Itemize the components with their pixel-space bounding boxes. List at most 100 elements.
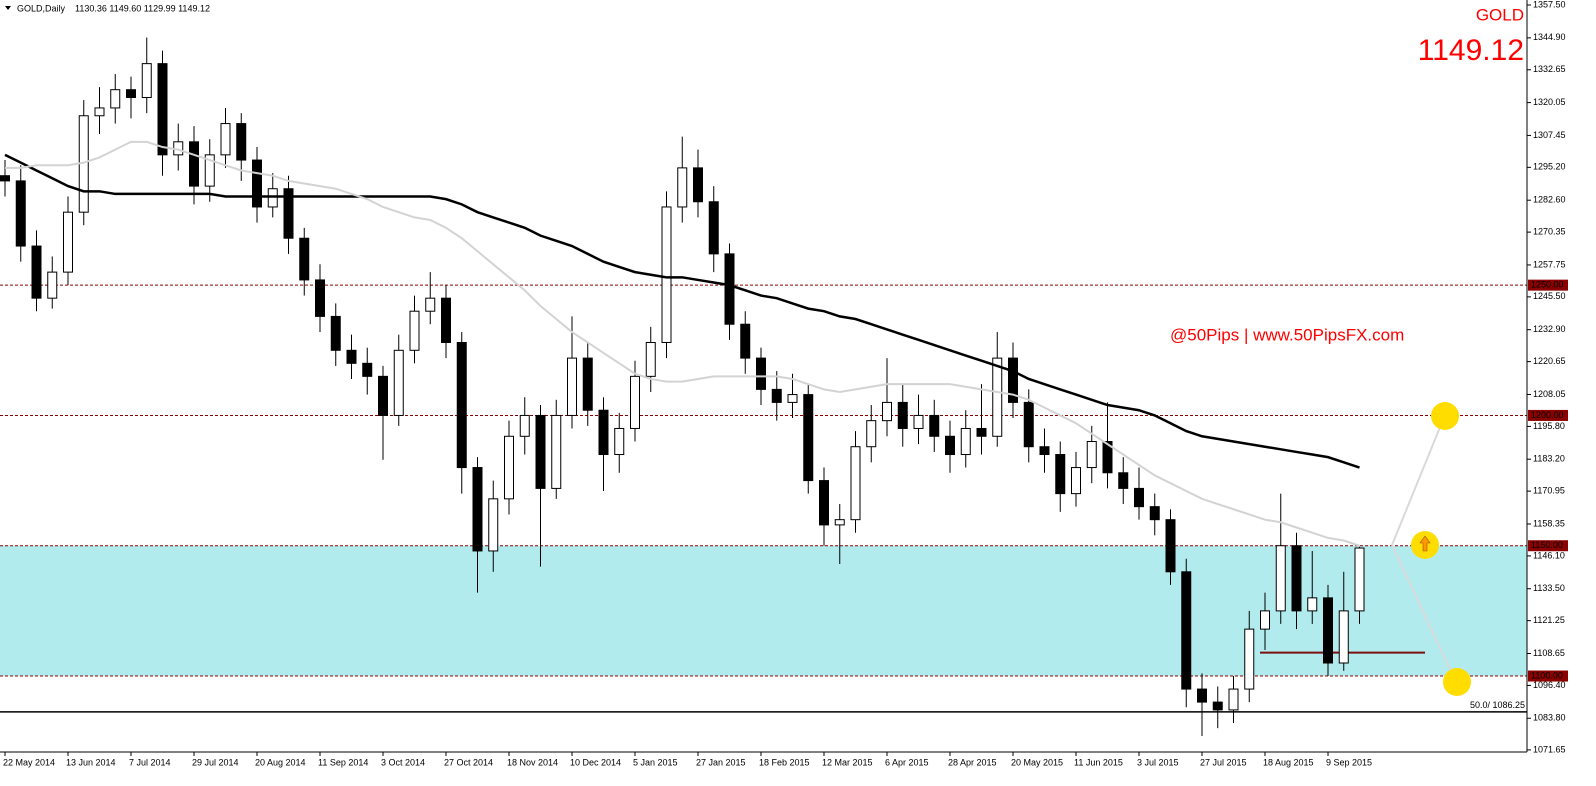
candle-body	[1354, 547, 1365, 612]
candle-body	[441, 297, 451, 343]
candle-body	[1291, 545, 1302, 612]
candle-body	[220, 123, 231, 156]
candle-body	[1071, 467, 1081, 495]
candle-body	[0, 175, 10, 182]
candle-body	[393, 349, 404, 416]
candle-body	[803, 394, 814, 482]
candle-body	[346, 349, 357, 364]
y-tick-label: 1344.90	[1533, 32, 1566, 42]
candle-body	[866, 420, 877, 448]
fib-label: 50.0/ 1086.25	[1470, 700, 1525, 710]
candle-body	[913, 414, 924, 429]
candle-body	[519, 414, 530, 437]
x-tick-label: 27 Jan 2015	[696, 757, 746, 767]
y-tick-label: 1108.65	[1533, 648, 1565, 658]
zone-layer	[0, 545, 1527, 677]
candle-body	[598, 409, 609, 456]
candle-body	[1212, 701, 1223, 711]
candle-body	[141, 63, 152, 99]
candle-body	[504, 435, 514, 500]
projection-line	[1391, 414, 1446, 546]
candle-body	[693, 167, 703, 203]
menu-arrow[interactable]	[5, 6, 11, 10]
x-tick-label: 28 Apr 2015	[948, 757, 997, 767]
candle-body	[1118, 472, 1129, 489]
x-tick-label: 29 Jul 2014	[192, 757, 239, 767]
projection-line	[1391, 544, 1456, 681]
x-tick-label: 10 Dec 2014	[570, 757, 621, 767]
moving-average	[4, 153, 1360, 469]
x-tick-label: 27 Oct 2014	[444, 757, 493, 767]
projection	[1391, 402, 1471, 696]
candle-body	[472, 467, 483, 552]
candle-body	[267, 188, 278, 208]
candle-body	[945, 435, 955, 456]
level-label: 1100.00	[1531, 670, 1563, 680]
y-tick-label: 1282.60	[1533, 195, 1566, 205]
candle-body	[299, 237, 310, 281]
candle-body	[724, 253, 735, 325]
y-tick-label: 1208.05	[1533, 389, 1566, 399]
ohlc-header: 1130.36 1149.60 1129.99 1149.12	[75, 3, 210, 13]
candle-body	[756, 357, 766, 390]
level-box	[1528, 409, 1568, 421]
candle-body	[1260, 610, 1270, 630]
last-price: 1149.12	[1418, 34, 1524, 67]
x-tick-label: 27 Jul 2015	[1200, 757, 1247, 767]
candle-body	[126, 89, 136, 99]
watermark: @50Pips | www.50PipsFX.com	[1170, 325, 1404, 344]
y-tick-label: 1245.50	[1533, 291, 1566, 301]
y-tick-label: 1121.25	[1533, 615, 1565, 625]
level-label: 1250.00	[1531, 280, 1564, 290]
level-box	[1528, 279, 1568, 291]
candle-body	[157, 63, 168, 156]
candle-body	[819, 480, 829, 526]
candle-body	[1275, 545, 1286, 612]
candle-body	[1181, 571, 1192, 690]
candle-body	[330, 315, 341, 351]
candle-body	[834, 519, 845, 526]
y-tick-label: 1083.80	[1533, 713, 1566, 723]
symbol-label: GOLD	[1476, 5, 1524, 24]
y-tick-label: 1195.80	[1533, 421, 1565, 431]
candle-body	[897, 401, 908, 429]
candle-body	[740, 323, 751, 359]
candle-body	[110, 89, 121, 109]
candle-body	[771, 388, 782, 403]
x-tick-label: 5 Jan 2015	[633, 757, 678, 767]
candle-body	[283, 188, 294, 239]
axis-layer: 1357.50 1344.90 1332.65 1320.05 1307.45 1295.…	[0, 0, 1568, 767]
candle-body	[456, 341, 467, 469]
level-box	[1528, 540, 1568, 552]
x-tick-label: 3 Oct 2014	[381, 757, 425, 767]
candle-body	[1323, 597, 1333, 664]
candle-body	[1149, 506, 1160, 521]
candle-body	[425, 297, 436, 312]
x-tick-label: 3 Jul 2015	[1137, 757, 1179, 767]
y-tick-label: 1133.50	[1533, 583, 1565, 593]
x-tick-label: 22 May 2014	[3, 757, 55, 767]
candle-body	[1338, 610, 1349, 664]
moving-average	[5, 140, 1360, 547]
candle-body	[661, 206, 672, 343]
y-tick-label: 1183.20	[1533, 454, 1565, 464]
x-tick-label: 18 Nov 2014	[507, 757, 558, 767]
y-tick-label: 1158.35	[1533, 518, 1565, 528]
candle-body	[850, 446, 861, 521]
chart-title: GOLD,Daily	[17, 3, 66, 13]
y-tick-label: 1332.65	[1533, 64, 1566, 74]
x-tick-label: 13 Jun 2014	[66, 757, 116, 767]
x-tick-label: 18 Aug 2015	[1263, 757, 1314, 767]
candle-body	[189, 141, 199, 187]
candle-body	[15, 180, 26, 247]
target-circle	[1443, 668, 1471, 696]
candle-body	[614, 427, 625, 456]
y-tick-label: 1257.75	[1533, 259, 1566, 269]
x-tick-label: 12 Mar 2015	[822, 757, 873, 767]
zone	[0, 545, 1527, 677]
arrow-icon	[1419, 535, 1431, 552]
x-tick-label: 20 Aug 2014	[255, 757, 306, 767]
level-label: 1150.00	[1531, 540, 1563, 550]
candle-body	[630, 375, 640, 429]
candle-body	[204, 154, 215, 187]
